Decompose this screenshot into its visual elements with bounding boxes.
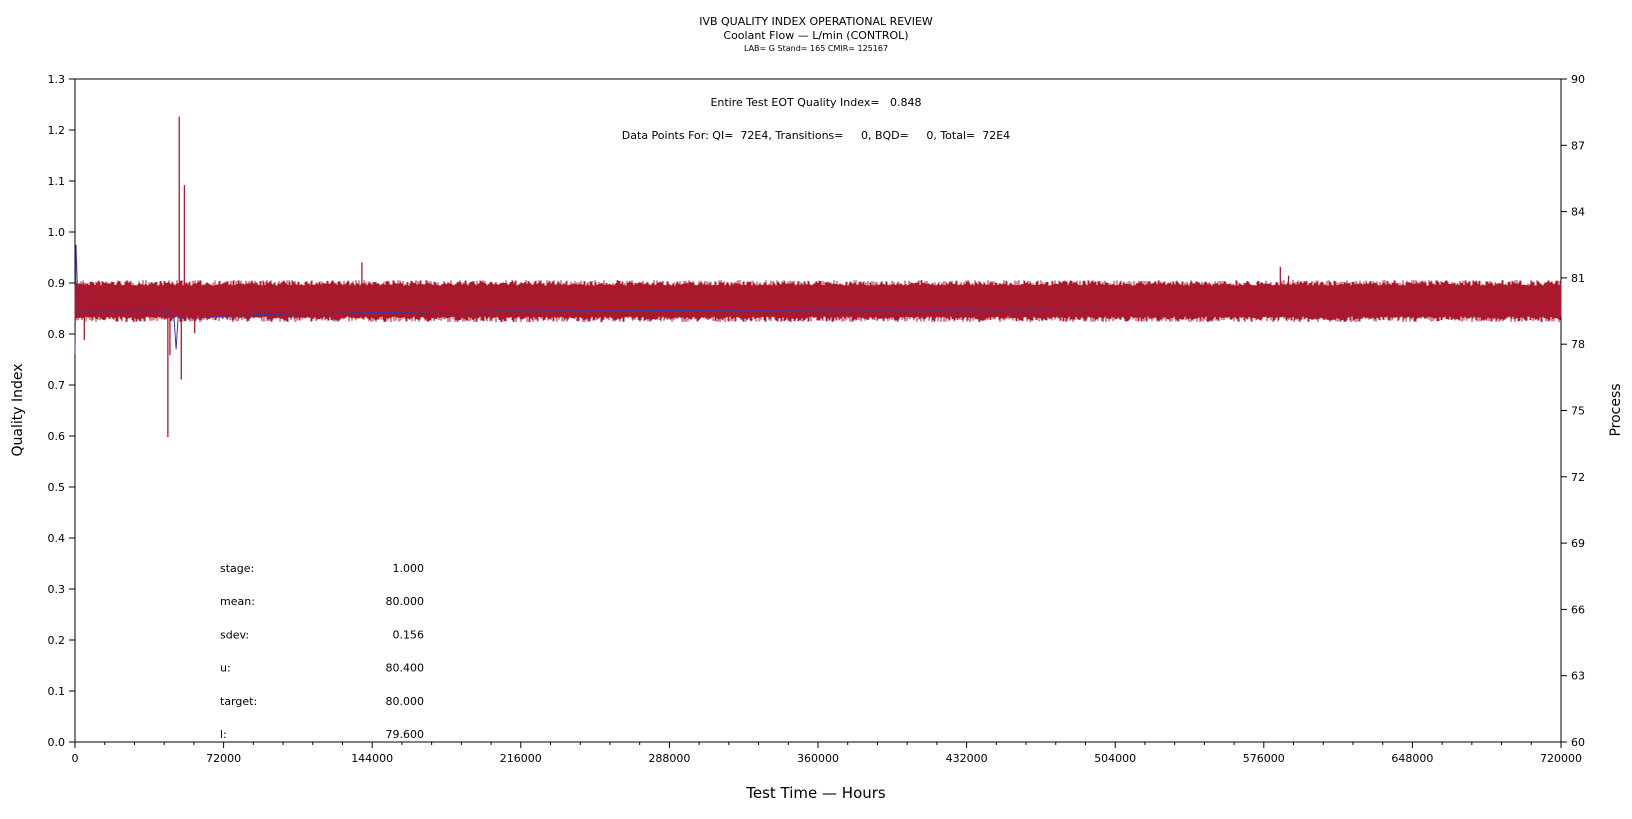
- x-tick-label: 72000: [206, 752, 241, 765]
- x-axis-label: Test Time — Hours: [745, 784, 886, 802]
- y-right-tick-label: 60: [1571, 736, 1585, 749]
- y-right-tick-label: 69: [1571, 537, 1585, 550]
- plot-frame: [74, 78, 1562, 743]
- x-tick-label: 720000: [1540, 752, 1582, 765]
- y-left-tick-label: 0.3: [48, 583, 66, 596]
- x-tick-label: 288000: [648, 752, 690, 765]
- stat-label: sdev:: [220, 628, 249, 641]
- stat-label: u:: [220, 662, 231, 675]
- y-right-tick-label: 87: [1571, 139, 1585, 152]
- stat-value: 0.156: [393, 628, 425, 641]
- x-tick-label: 432000: [946, 752, 988, 765]
- y-left-tick-label: 1.2: [48, 124, 66, 137]
- stat-value: 79.600: [386, 728, 425, 741]
- stats-block: stage: 1.000 mean: 80.000 sdev: 0.156 u: 80.400…: [220, 562, 424, 741]
- y-axis-left-label: Quality Index: [10, 363, 26, 456]
- y-left-tick-label: 0.9: [48, 277, 66, 290]
- data-points-note: Data Points For: QI= 72E4, Transitions= …: [622, 129, 1010, 142]
- y-right-tick-label: 75: [1571, 405, 1585, 418]
- process-series-band: [74, 280, 1562, 323]
- stat-label: l:: [220, 728, 227, 741]
- y-left-tick-label: 0.5: [48, 481, 66, 494]
- y-left-tick-label: 1.3: [48, 73, 66, 86]
- y-left-tick-label: 0.4: [48, 532, 66, 545]
- y-right-tick-label: 63: [1571, 670, 1585, 683]
- y-right-tick-label: 90: [1571, 73, 1585, 86]
- y-left-tick-label: 0.6: [48, 430, 66, 443]
- stat-value: 1.000: [393, 562, 425, 575]
- qi-series-line: [74, 244, 1561, 355]
- chart-subtitle: Coolant Flow — L/min (CONTROL): [723, 29, 908, 42]
- x-tick-label: 0: [72, 752, 79, 765]
- y-left-tick-label: 0.2: [48, 634, 66, 647]
- stat-label: target:: [220, 695, 257, 708]
- y-left-tick-label: 0.8: [48, 328, 66, 341]
- x-tick-label: 648000: [1391, 752, 1433, 765]
- y-left-tick-label: 0.1: [48, 685, 66, 698]
- y-right-tick-label: 81: [1571, 272, 1585, 285]
- x-tick-label: 504000: [1094, 752, 1136, 765]
- axes-layer: 0 72000 144000 216000 288000 360000 432000 5040…: [48, 73, 1586, 765]
- x-tick-label: 144000: [351, 752, 393, 765]
- stat-value: 80.400: [386, 662, 425, 675]
- eot-quality-index-note: Entire Test EOT Quality Index= 0.848: [710, 96, 921, 109]
- y-left-tick-label: 0.0: [48, 736, 66, 749]
- stat-value: 80.000: [386, 595, 425, 608]
- stat-value: 80.000: [386, 695, 425, 708]
- series-layer: [74, 116, 1562, 438]
- y-left-tick-label: 1.0: [48, 226, 66, 239]
- y-right-tick-label: 66: [1571, 603, 1585, 616]
- stat-label: mean:: [220, 595, 255, 608]
- y-right-tick-label: 84: [1571, 206, 1585, 219]
- y-axis-right-label: Process: [1608, 383, 1624, 436]
- chart-info: LAB= G Stand= 165 CMIR= 125167: [744, 44, 888, 53]
- y-left-tick-label: 0.7: [48, 379, 66, 392]
- chart-title: IVB QUALITY INDEX OPERATIONAL REVIEW: [699, 15, 933, 28]
- y-left-tick-label: 1.1: [48, 175, 66, 188]
- y-right-tick-label: 78: [1571, 338, 1585, 351]
- x-tick-label: 360000: [797, 752, 839, 765]
- x-tick-label: 216000: [500, 752, 542, 765]
- stat-label: stage:: [220, 562, 254, 575]
- x-tick-label: 576000: [1243, 752, 1285, 765]
- y-right-tick-label: 72: [1571, 471, 1585, 484]
